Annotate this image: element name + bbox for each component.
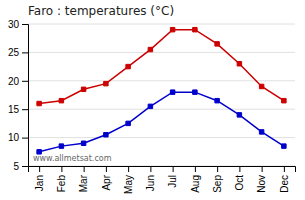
y-tick-mark	[22, 24, 28, 25]
x-tick-label: Mar	[78, 174, 89, 192]
x-tick-label: Jul	[167, 175, 178, 188]
y-tick-label: 15	[8, 104, 20, 115]
x-tick-mark	[173, 166, 174, 172]
plot-area: 5 10 15 20 25 30 Jan Feb Mar Apr May Jun Jul Aug Sep Oc…	[8, 19, 296, 194]
y-tick-label: 10	[8, 132, 20, 143]
y-axis: 5 10 15 20 25 30	[8, 19, 29, 172]
series-marker	[126, 64, 130, 68]
series-marker	[282, 144, 286, 148]
x-tick-label: May	[123, 175, 134, 194]
series-marker	[148, 47, 152, 51]
x-tick: Jun	[145, 166, 156, 191]
y-tick-mark	[22, 166, 28, 167]
y-tick-label: 20	[8, 76, 20, 87]
x-tick: Aug	[190, 166, 201, 193]
y-tick-label: 30	[8, 19, 20, 30]
x-tick: Jan	[34, 166, 45, 191]
x-tick-mark	[39, 166, 40, 172]
x-tick-label: Oct	[234, 175, 245, 191]
series-marker	[193, 27, 197, 31]
grid	[28, 24, 295, 166]
series-marker	[259, 84, 263, 88]
x-tick-label: Jun	[145, 175, 156, 191]
y-tick-label: 5	[13, 161, 19, 172]
series-marker	[104, 81, 108, 85]
x-tick-mark	[262, 166, 263, 172]
x-tick: Nov	[256, 166, 267, 193]
series-marker	[104, 133, 108, 137]
x-tick: Apr	[101, 166, 112, 191]
series-marker	[126, 121, 130, 125]
series-marker	[81, 141, 85, 145]
x-tick: May	[123, 166, 134, 194]
marks	[37, 27, 286, 154]
series-marker	[237, 113, 241, 117]
x-tick: Mar	[78, 166, 89, 192]
axis-domain	[29, 167, 296, 173]
x-axis: Jan Feb Mar Apr May Jun Jul Aug Sep Oct Nov Dec	[29, 166, 296, 194]
series-marker	[148, 104, 152, 108]
series-marker	[282, 98, 286, 102]
x-tick-mark	[84, 166, 85, 172]
chart-title: Faro : temperatures (°C)	[28, 4, 174, 18]
x-tick-label: Feb	[56, 175, 67, 193]
series-line	[39, 92, 284, 152]
y-tick-mark	[22, 138, 28, 139]
series-marker	[59, 98, 63, 102]
x-tick-label: Apr	[101, 174, 112, 190]
series-marker	[81, 87, 85, 91]
annotation: www.allmetsat.com	[33, 154, 112, 163]
y-tick: 10	[8, 132, 28, 143]
y-tick-mark	[22, 109, 28, 110]
x-tick-label: Aug	[190, 175, 201, 193]
x-tick-label: Dec	[279, 175, 290, 193]
axis-domain	[22, 25, 29, 167]
series-marker	[215, 42, 219, 46]
series-marker	[237, 62, 241, 66]
y-tick-mark	[22, 81, 28, 82]
y-tick: 15	[8, 104, 28, 115]
chart-svg: 5 10 15 20 25 30 Jan Feb Mar Apr May Jun Jul Aug Sep Oc…	[0, 0, 305, 200]
x-tick-mark	[150, 166, 151, 172]
x-tick-mark	[106, 166, 107, 172]
y-tick-label: 25	[8, 47, 20, 58]
series-marker	[59, 144, 63, 148]
y-tick: 30	[8, 19, 28, 30]
x-tick-label: Sep	[212, 175, 223, 193]
x-tick: Jul	[167, 166, 178, 188]
x-tick-mark	[284, 166, 285, 172]
series-line	[39, 30, 284, 104]
x-tick: Sep	[212, 166, 223, 193]
series-marker	[259, 130, 263, 134]
x-tick-label: Nov	[256, 175, 267, 193]
x-tick-mark	[61, 166, 62, 172]
x-tick: Feb	[56, 166, 67, 192]
x-tick-mark	[239, 166, 240, 172]
x-tick-mark	[195, 166, 196, 172]
series-marker	[170, 27, 174, 31]
y-tick: 20	[8, 76, 28, 87]
grid-line	[28, 109, 295, 110]
series-marker	[193, 90, 197, 94]
grid-line	[28, 52, 295, 53]
grid-line	[28, 24, 295, 25]
x-tick-mark	[128, 166, 129, 172]
chart-container: 5 10 15 20 25 30 Jan Feb Mar Apr May Jun Jul Aug Sep Oc…	[0, 0, 305, 200]
x-tick-mark	[217, 166, 218, 172]
grid-line	[28, 137, 295, 138]
series-marker	[37, 101, 41, 105]
series-marker	[215, 98, 219, 102]
y-tick-mark	[22, 52, 28, 53]
x-tick-label: Jan	[34, 175, 45, 191]
y-tick: 25	[8, 47, 28, 58]
x-tick: Oct	[234, 166, 245, 191]
series-marker	[170, 90, 174, 94]
x-tick: Dec	[279, 166, 290, 193]
y-tick: 5	[13, 161, 28, 172]
